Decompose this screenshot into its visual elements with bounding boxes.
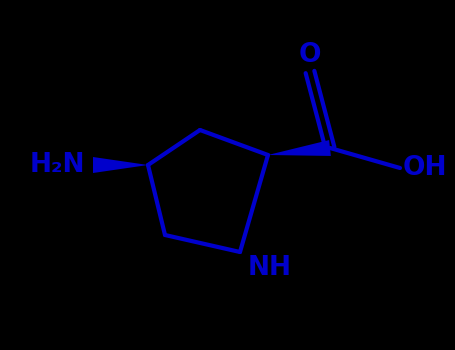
Polygon shape (268, 140, 331, 156)
Text: O: O (299, 42, 321, 68)
Polygon shape (93, 157, 148, 173)
Text: H₂N: H₂N (30, 152, 86, 178)
Text: OH: OH (403, 155, 448, 181)
Text: NH: NH (248, 255, 292, 281)
